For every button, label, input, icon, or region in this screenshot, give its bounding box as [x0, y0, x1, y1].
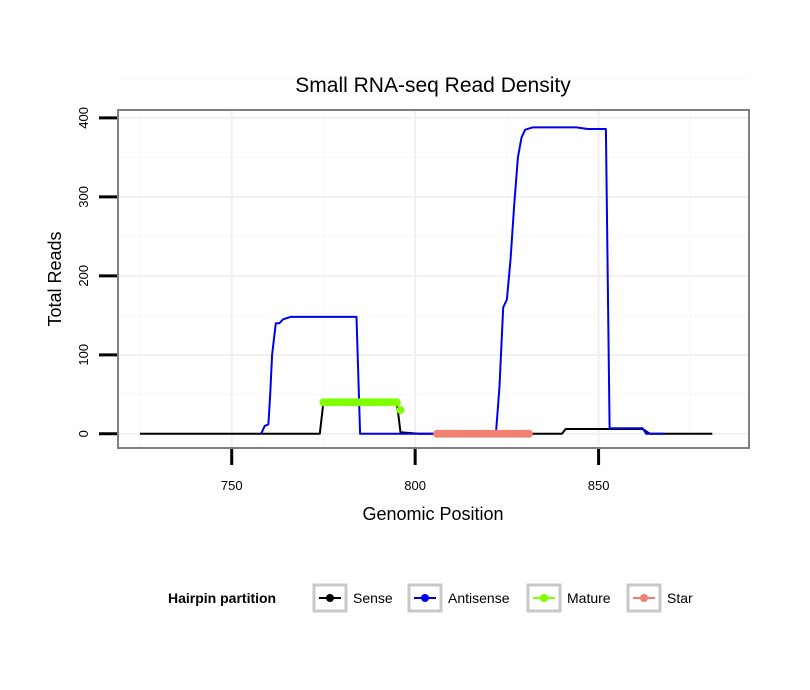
x-tick-label: 750 [221, 478, 243, 493]
panel-border [117, 109, 750, 449]
legend-label-antisense: Antisense [448, 590, 510, 606]
legend-point-sense [326, 594, 334, 602]
legend: Hairpin partition Sense Antisense Mature St… [168, 583, 693, 613]
series-layer [140, 126, 713, 438]
chart-title: Small RNA-seq Read Density [295, 74, 571, 97]
series-line-antisense [260, 126, 665, 435]
data-point-mature [392, 398, 401, 407]
x-tick-label: 800 [404, 478, 426, 493]
legend-label-star: Star [667, 590, 693, 606]
legend-item-mature: Mature [526, 583, 611, 613]
legend-item-antisense: Antisense [407, 583, 510, 613]
legend-point-mature [540, 594, 548, 602]
data-point-star [524, 429, 533, 438]
legend-item-sense: Sense [312, 583, 393, 613]
legend-point-star [640, 594, 648, 602]
y-tick-label: 200 [76, 265, 91, 287]
y-tick-label: 400 [76, 107, 91, 129]
y-axis-title: Total Reads [45, 231, 65, 326]
legend-item-star: Star [626, 583, 693, 613]
y-tick-label: 300 [76, 186, 91, 208]
data-point-mature [396, 406, 405, 415]
legend-items: Sense Antisense Mature Star [312, 583, 693, 613]
x-tick-label: 850 [588, 478, 610, 493]
y-tick-label: 100 [76, 344, 91, 366]
axes-layer: 750 800 850 0 100 200 300 400 [76, 107, 609, 493]
panel-grid [118, 77, 749, 448]
legend-point-antisense [421, 594, 429, 602]
legend-label-mature: Mature [567, 590, 611, 606]
legend-title: Hairpin partition [168, 590, 276, 606]
y-tick-label: 0 [76, 430, 91, 437]
panel-background [118, 110, 749, 448]
x-axis-title: Genomic Position [362, 504, 503, 524]
legend-label-sense: Sense [353, 590, 393, 606]
